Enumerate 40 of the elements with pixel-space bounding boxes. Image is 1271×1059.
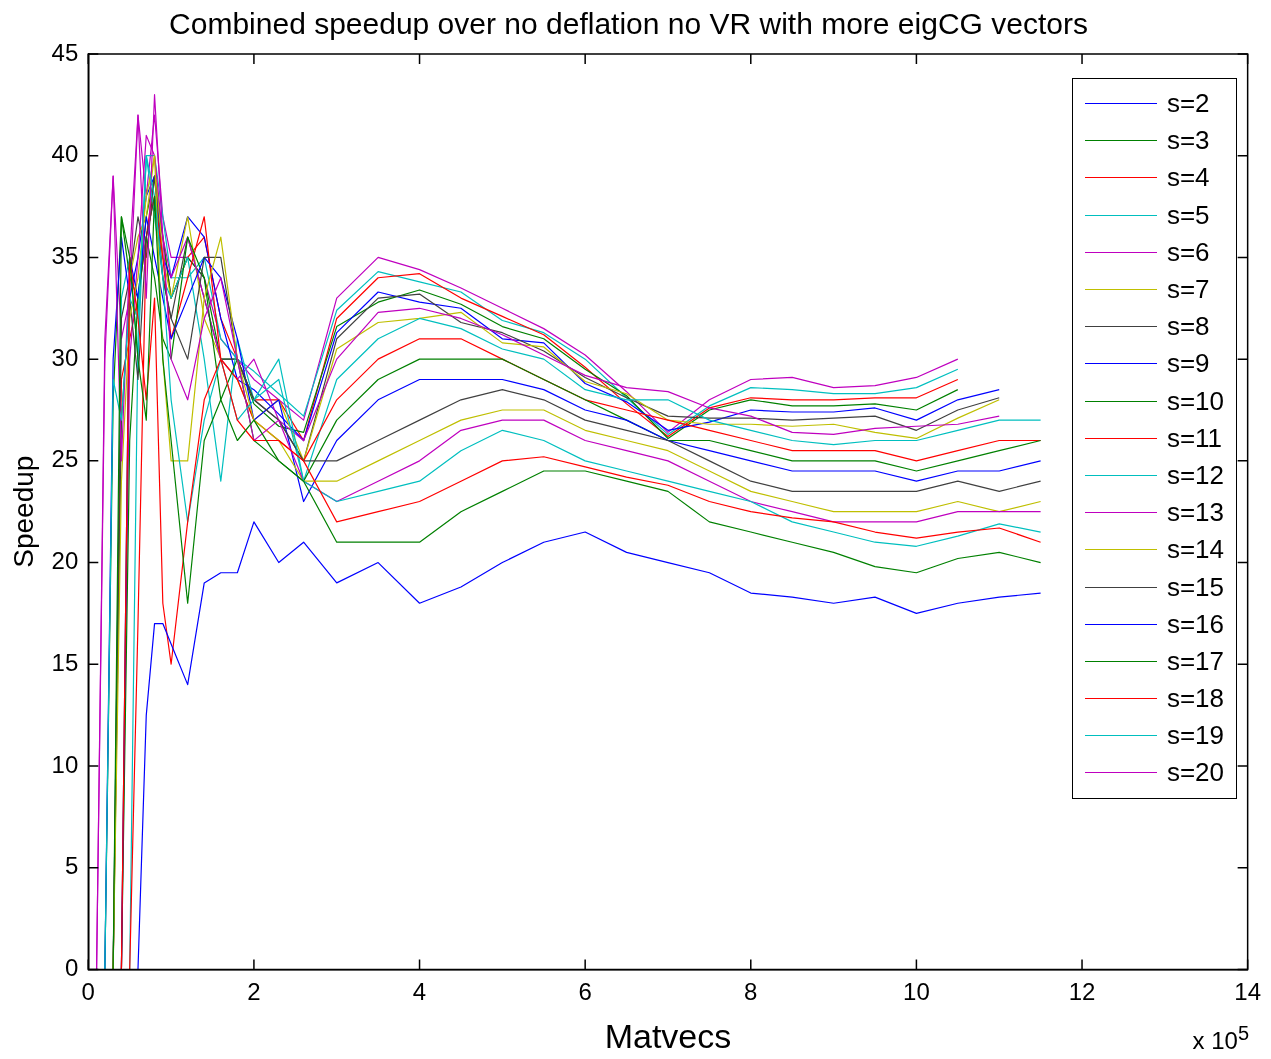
legend-label: s=4	[1166, 162, 1210, 194]
legend-label: s=8	[1166, 311, 1210, 343]
y-axis-title: Speedup	[7, 455, 39, 568]
y-tick-label: 45	[51, 38, 79, 66]
legend-label: s=2	[1166, 88, 1210, 120]
x-tick-label: 8	[744, 978, 758, 1006]
x-tick-label: 10	[903, 978, 930, 1006]
x-tick-label: 12	[1068, 978, 1096, 1006]
legend-label: s=17	[1166, 645, 1224, 677]
legend-label: s=20	[1166, 757, 1224, 789]
y-tick-label: 40	[51, 140, 79, 168]
legend-label: s=18	[1166, 683, 1224, 715]
y-tick-label: 25	[51, 445, 79, 473]
y-tick-label: 15	[51, 648, 79, 676]
x-tick-label: 14	[1234, 978, 1261, 1006]
y-tick-label: 20	[51, 547, 79, 575]
legend-label: s=13	[1166, 497, 1224, 529]
x-axis-title: Matvecs	[604, 1016, 732, 1055]
legend-label: s=9	[1166, 348, 1210, 380]
text: x 10$^{5}$	[1192, 1022, 1249, 1055]
y-tick-label: 5	[64, 852, 79, 880]
x-tick-label: 4	[412, 978, 427, 1006]
legend-label: s=14	[1166, 534, 1224, 566]
legend-label: s=5	[1166, 199, 1210, 231]
legend-label: s=11	[1166, 422, 1223, 454]
legend-label: s=7	[1166, 274, 1210, 306]
legend-label: s=10	[1166, 385, 1224, 417]
y-tick-label: 30	[51, 343, 79, 371]
x-tick-label: 2	[247, 978, 261, 1006]
legend-label: s=6	[1166, 236, 1210, 268]
legend-label: s=19	[1166, 720, 1224, 752]
chart-title: Combined speedup over no deflation no VR with more eigCG vectors	[169, 7, 1088, 41]
legend-label: s=12	[1166, 459, 1224, 491]
x-tick-label: 6	[578, 978, 592, 1006]
legend-label: s=15	[1166, 571, 1224, 603]
y-tick-label: 10	[51, 750, 79, 778]
y-tick-label: 35	[51, 242, 79, 270]
y-tick-label: 0	[64, 954, 79, 982]
legend-label: s=16	[1166, 608, 1224, 640]
legend-label: s=3	[1166, 125, 1210, 157]
